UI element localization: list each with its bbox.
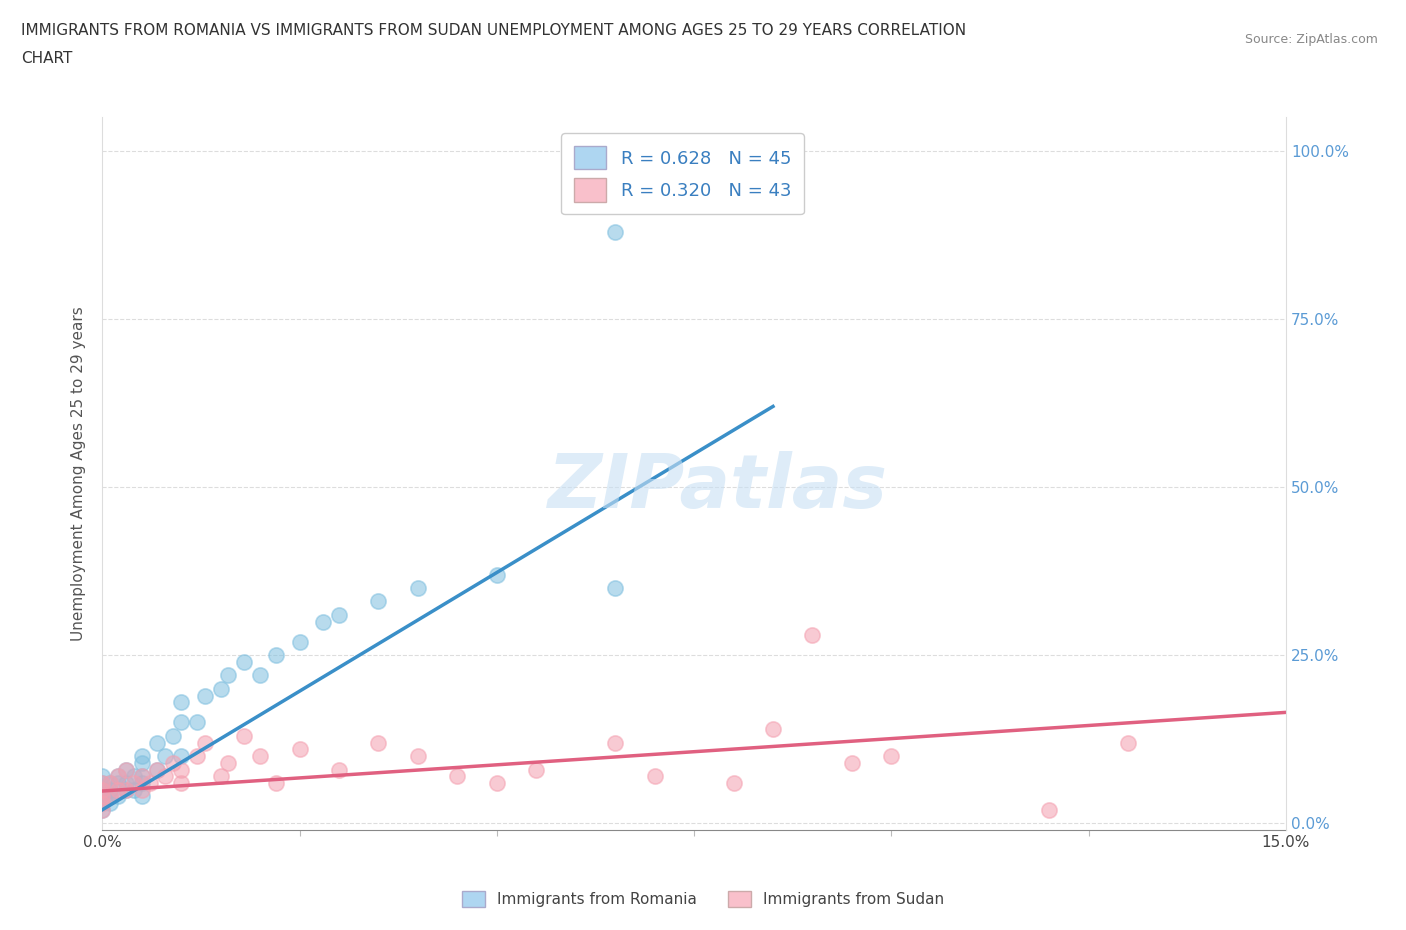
Text: CHART: CHART [21, 51, 73, 66]
Text: ZIPatlas: ZIPatlas [548, 451, 887, 525]
Point [762, 722, 785, 737]
Point [98, 776, 121, 790]
Point [801, 628, 824, 643]
Point [367, 736, 389, 751]
Point [406, 749, 429, 764]
Point [115, 762, 138, 777]
Point [146, 736, 169, 751]
Point [218, 668, 240, 683]
Point [233, 728, 256, 743]
Point [146, 762, 169, 777]
Point [170, 762, 193, 777]
Point [209, 769, 232, 784]
Point [131, 769, 153, 784]
Point [122, 769, 145, 784]
Point [107, 789, 129, 804]
Point [146, 762, 169, 777]
Point [249, 749, 271, 764]
Point [107, 782, 129, 797]
Point [723, 776, 745, 790]
Point [288, 742, 311, 757]
Point [91, 776, 114, 790]
Point [98, 776, 121, 790]
Point [107, 769, 129, 784]
Point [1116, 736, 1139, 751]
Point [605, 736, 627, 751]
Point [186, 749, 208, 764]
Point [170, 715, 193, 730]
Point [880, 749, 903, 764]
Point [115, 782, 138, 797]
Point [367, 594, 389, 609]
Point [155, 769, 177, 784]
Point [131, 789, 153, 804]
Point [170, 695, 193, 710]
Point [406, 580, 429, 595]
Point [328, 762, 350, 777]
Point [1038, 803, 1060, 817]
Point [605, 224, 627, 239]
Point [209, 682, 232, 697]
Point [98, 782, 121, 797]
Point [485, 567, 508, 582]
Point [91, 789, 114, 804]
Point [107, 769, 129, 784]
Point [162, 755, 184, 770]
Point [138, 776, 160, 790]
Point [91, 803, 114, 817]
Point [162, 728, 184, 743]
Point [841, 755, 863, 770]
Point [122, 776, 145, 790]
Point [98, 789, 121, 804]
Point [131, 749, 153, 764]
Point [288, 634, 311, 649]
Point [170, 749, 193, 764]
Point [131, 782, 153, 797]
Point [115, 776, 138, 790]
Point [91, 789, 114, 804]
Point [524, 762, 547, 777]
Point [131, 755, 153, 770]
Point [98, 789, 121, 804]
Point [446, 769, 468, 784]
Point [91, 776, 114, 790]
Point [131, 776, 153, 790]
Point [91, 803, 114, 817]
Legend: Immigrants from Romania, Immigrants from Sudan: Immigrants from Romania, Immigrants from… [456, 884, 950, 913]
Point [194, 736, 217, 751]
Point [115, 782, 138, 797]
Point [605, 580, 627, 595]
Point [115, 762, 138, 777]
Point [98, 796, 121, 811]
Point [233, 655, 256, 670]
Point [91, 796, 114, 811]
Point [249, 668, 271, 683]
Point [328, 607, 350, 622]
Point [91, 782, 114, 797]
Text: Source: ZipAtlas.com: Source: ZipAtlas.com [1244, 33, 1378, 46]
Point [194, 688, 217, 703]
Point [155, 749, 177, 764]
Point [485, 776, 508, 790]
Y-axis label: Unemployment Among Ages 25 to 29 years: Unemployment Among Ages 25 to 29 years [72, 306, 86, 641]
Text: IMMIGRANTS FROM ROMANIA VS IMMIGRANTS FROM SUDAN UNEMPLOYMENT AMONG AGES 25 TO 2: IMMIGRANTS FROM ROMANIA VS IMMIGRANTS FR… [21, 23, 966, 38]
Point [91, 769, 114, 784]
Point [218, 755, 240, 770]
Point [186, 715, 208, 730]
Point [91, 796, 114, 811]
Point [91, 782, 114, 797]
Point [312, 614, 335, 629]
Legend: R = 0.628   N = 45, R = 0.320   N = 43: R = 0.628 N = 45, R = 0.320 N = 43 [561, 134, 804, 214]
Point [170, 776, 193, 790]
Point [122, 782, 145, 797]
Point [107, 776, 129, 790]
Point [644, 769, 666, 784]
Point [131, 769, 153, 784]
Point [264, 648, 287, 663]
Point [264, 776, 287, 790]
